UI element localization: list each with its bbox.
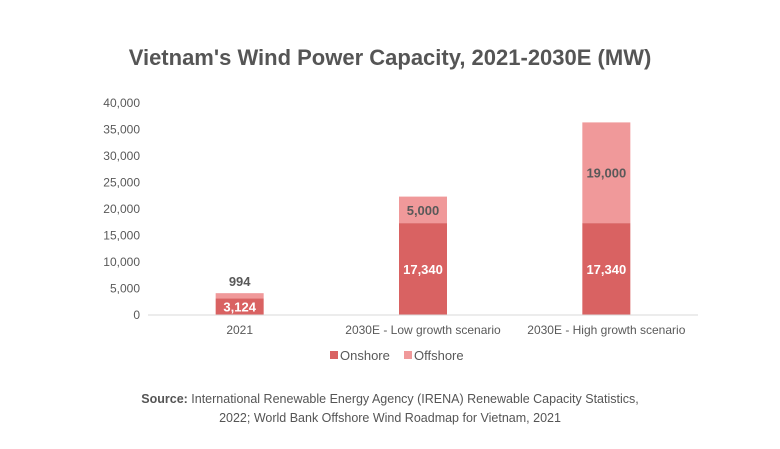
y-tick-label: 5,000 [110,282,140,296]
legend-label-offshore: Offshore [414,348,464,363]
y-tick-label: 30,000 [103,149,140,163]
bar-onshore [399,223,447,315]
bar-onshore [582,223,631,315]
y-tick-label: 15,000 [103,229,140,243]
chart: 0 5,000 10,000 15,000 20,000 25,000 30,000 35,0… [103,96,698,363]
data-label: 5,000 [407,203,440,218]
y-tick-label: 10,000 [103,255,140,269]
legend-swatch-offshore [404,351,412,359]
x-tick-label: 2030E - High growth scenario [527,323,685,337]
data-label: 17,340 [403,262,443,277]
y-tick-label: 40,000 [103,96,140,110]
bar-offshore [582,122,631,224]
x-tick-label: 2030E - Low growth scenario [345,323,501,337]
source-label: Source: [141,392,188,406]
data-label: 19,000 [586,166,626,181]
y-tick-label: 35,000 [103,123,140,137]
source-text-1: International Renewable Energy Agency (I… [187,392,639,406]
bar-onshore [215,298,264,315]
y-tick-label: 20,000 [103,202,140,216]
source-text-2: 2022; World Bank Offshore Wind Roadmap f… [219,411,561,425]
data-label: 17,340 [586,262,626,277]
x-tick-label: 2021 [226,323,253,337]
legend-swatch-onshore [330,351,338,359]
data-label: 994 [229,274,251,289]
data-label: 3,124 [223,300,256,315]
y-tick-label: 0 [133,308,140,322]
bar-offshore [215,293,264,299]
legend-label-onshore: Onshore [340,348,390,363]
y-tick-label: 25,000 [103,176,140,190]
bar-offshore [399,196,447,224]
chart-title: Vietnam's Wind Power Capacity, 2021-2030… [128,45,652,70]
source-note: Source: International Renewable Energy A… [0,390,780,428]
